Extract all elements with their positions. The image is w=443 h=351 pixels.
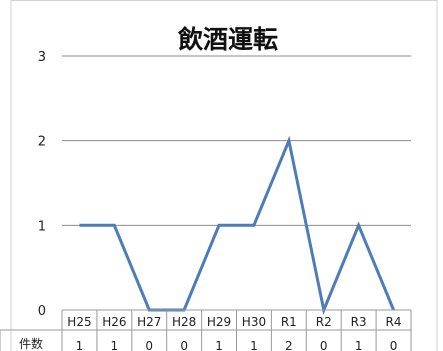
table-cell-value: 1 (215, 339, 223, 351)
x-category-label: H30 (242, 315, 266, 329)
x-category-label: R2 (316, 315, 332, 329)
table-series-name: 件数 (19, 336, 43, 351)
table-cell-value: 1 (76, 339, 84, 351)
table-cell-value: 0 (320, 339, 328, 351)
table-cell-value: 1 (111, 339, 119, 351)
y-axis-tick-labels: 0 1 2 3 (38, 50, 46, 319)
series-lines (79, 135, 395, 316)
table-cell-value: 1 (250, 339, 258, 351)
data-table: H25 H26 H27 H28 H29 H30 R1 R2 R3 R4 件数 1 1 0 0 1 1 2 0 1 0 (0, 309, 412, 351)
series-line (79, 135, 395, 316)
y-tick-label: 0 (38, 304, 46, 319)
x-category-label: R3 (351, 315, 367, 329)
table-cell-value: 1 (355, 339, 363, 351)
y-tick-label: 1 (38, 219, 46, 234)
chart-area (10, 0, 438, 351)
table-cell-value: 0 (145, 339, 153, 351)
table-cell-value: 0 (390, 339, 398, 351)
x-category-label: R1 (281, 315, 297, 329)
x-category-label: H27 (137, 315, 161, 329)
y-tick-label: 3 (38, 50, 46, 65)
x-category-label: H26 (102, 315, 126, 329)
x-category-label: H29 (207, 315, 231, 329)
x-category-label: R4 (386, 315, 402, 329)
y-tick-label: 2 (38, 135, 46, 150)
table-cell-value: 2 (285, 339, 293, 351)
x-category-label: H28 (172, 315, 196, 329)
x-category-label: H25 (67, 315, 91, 329)
chart-title: 飲酒運転 (177, 25, 278, 54)
table-cell-value: 0 (180, 339, 188, 351)
